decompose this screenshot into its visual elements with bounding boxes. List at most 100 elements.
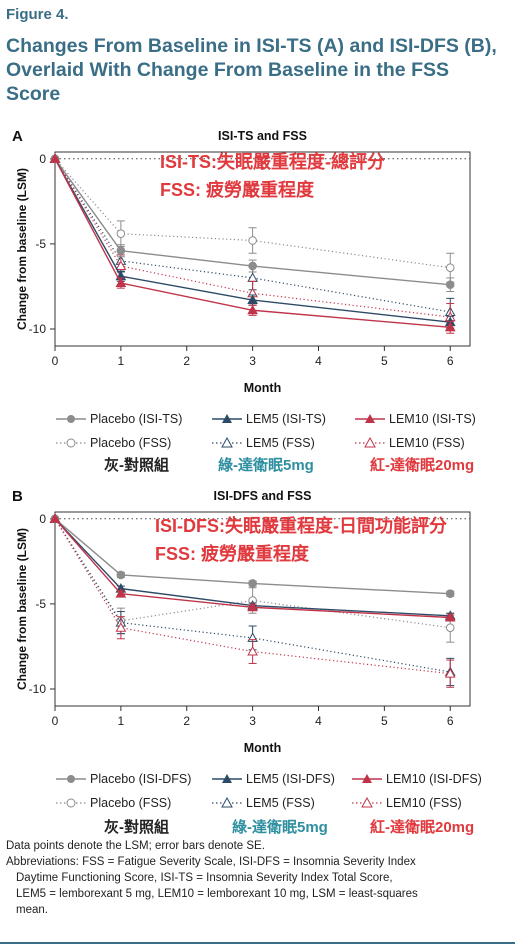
series-line — [54, 518, 451, 617]
legend-marker — [352, 797, 382, 808]
data-point — [248, 579, 257, 588]
data-point — [116, 570, 126, 580]
x-tick-label: 0 — [52, 714, 59, 728]
x-tick-label: 4 — [315, 354, 322, 368]
legend-marker — [56, 415, 86, 423]
legend-lem5-fss: LEM5 (FSS) — [212, 436, 315, 450]
footnote: Data points denote the LSM; error bars d… — [6, 838, 511, 918]
data-point — [444, 668, 456, 678]
x-tick-label: 1 — [118, 354, 125, 368]
legend-label: Placebo (FSS) — [90, 436, 172, 450]
overlay-line-2: FSS: 疲勞嚴重程度 — [160, 180, 315, 200]
x-tick-label: 5 — [381, 354, 388, 368]
y-tick-label: 0 — [39, 152, 46, 166]
x-tick-label: 0 — [52, 354, 59, 368]
series-line — [54, 158, 451, 269]
x-tick-label: 1 — [118, 714, 125, 728]
x-axis-label: Month — [244, 381, 281, 395]
panel-letter: A — [12, 128, 23, 145]
x-tick-label: 6 — [447, 714, 454, 728]
data-point — [444, 611, 456, 622]
x-tick-label: 5 — [381, 714, 388, 728]
data-point — [247, 646, 258, 656]
series-line — [54, 158, 451, 328]
legend-lem5-primary: LEM5 (ISI-DFS) — [212, 772, 335, 786]
y-axis-label: Change from baseline (LSM) — [15, 168, 29, 330]
figure-label: Figure 4. — [6, 6, 69, 23]
y-tick-label: -5 — [35, 597, 46, 611]
y-tick-label: 0 — [39, 512, 46, 526]
footnote-line: mean. — [16, 904, 48, 916]
x-tick-label: 3 — [249, 714, 256, 728]
legend-marker — [212, 437, 242, 448]
legend-marker — [212, 414, 242, 423]
legend-placebo-fss: Placebo (FSS) — [56, 436, 171, 450]
data-point — [445, 589, 455, 598]
data-point — [115, 277, 127, 288]
data-point — [444, 321, 456, 332]
legend-placebo-fss: Placebo (FSS) — [56, 796, 171, 810]
legend-lem5-fss: LEM5 (FSS) — [212, 796, 315, 810]
legend-lem10-primary: LEM10 (ISI-TS) — [355, 412, 476, 426]
series-line — [54, 518, 451, 675]
legend-label: LEM10 (FSS) — [389, 436, 465, 450]
legend-label: LEM5 (FSS) — [246, 796, 315, 810]
data-point — [247, 601, 258, 612]
legend-label: LEM5 (FSS) — [246, 436, 315, 450]
data-point — [445, 280, 455, 290]
footnote-line: LEM5 = lemborexant 5 mg, LEM10 = lembore… — [16, 888, 418, 900]
panel-letter: B — [12, 488, 23, 505]
legend-label: LEM10 (ISI-DFS) — [386, 772, 482, 786]
footnote-line: Daytime Functioning Score, ISI-TS = Inso… — [16, 872, 393, 884]
legend-lem5-primary: LEM5 (ISI-TS) — [212, 412, 326, 426]
legend-label: LEM5 (ISI-TS) — [246, 412, 326, 426]
series-line — [54, 158, 451, 323]
data-point — [49, 153, 61, 163]
data-point — [247, 294, 258, 305]
chart-title: ISI-DFS and FSS — [214, 489, 312, 503]
overlay-line-2: FSS: 疲勞嚴重程度 — [155, 544, 310, 564]
x-tick-label: 3 — [249, 354, 256, 368]
legend-marker — [212, 797, 242, 808]
bottom-rule — [0, 942, 515, 944]
legend-label: Placebo (FSS) — [90, 796, 172, 810]
data-point — [445, 263, 455, 273]
series-line — [54, 518, 451, 595]
plot-frame — [54, 511, 471, 707]
series-line — [54, 518, 451, 673]
data-point — [115, 260, 127, 271]
data-point — [115, 588, 127, 598]
y-tick-label: -10 — [29, 682, 47, 696]
legend-placebo-primary: Placebo (ISI-DFS) — [56, 772, 191, 786]
panel-a: A ISI-TS and FSS 0 1 2 3 4 5 6 0 -5 -10 Month Change… — [0, 118, 515, 478]
x-tick-label: 2 — [183, 714, 190, 728]
annotation-placebo: 灰-對照組 — [104, 819, 169, 836]
x-tick-label: 2 — [183, 354, 190, 368]
annotation-placebo: 灰-對照組 — [104, 457, 169, 474]
chart-b: ISI-DFS and FSS 0 1 2 3 4 5 6 0 -5 -10 Month Change … — [15, 489, 471, 755]
legend-marker — [56, 775, 86, 783]
data-point — [248, 236, 257, 245]
x-axis-label: Month — [244, 741, 281, 755]
series-line — [54, 518, 451, 619]
x-tick-label: 6 — [447, 354, 454, 368]
data-point — [116, 246, 126, 256]
legend-label: Placebo (ISI-TS) — [90, 412, 183, 426]
legend-lem10-primary: LEM10 (ISI-DFS) — [352, 772, 482, 786]
series-line — [54, 158, 451, 286]
panel-b: B ISI-DFS and FSS 0 1 2 3 4 5 6 0 -5 -10 Month Chang… — [0, 478, 515, 840]
legend-marker — [56, 438, 86, 448]
legend-lem10-fss: LEM10 (FSS) — [355, 436, 465, 450]
legend-lem10-fss: LEM10 (FSS) — [352, 796, 462, 810]
legend-marker — [355, 414, 385, 423]
data-point — [248, 261, 257, 271]
legend-placebo-primary: Placebo (ISI-TS) — [56, 412, 182, 426]
data-point — [49, 513, 61, 523]
annotation-lem10: 紅-達衛眠20mg — [370, 819, 475, 836]
footnote-line: Data points denote the LSM; error bars d… — [6, 840, 265, 852]
x-tick-label: 4 — [315, 714, 322, 728]
legend-marker — [212, 774, 242, 783]
figure-title: Changes From Baseline in ISI-TS (A) and … — [6, 35, 497, 105]
data-point — [445, 623, 455, 633]
footnote-line: Abbreviations: FSS = Fatigue Severity Sc… — [6, 856, 416, 868]
